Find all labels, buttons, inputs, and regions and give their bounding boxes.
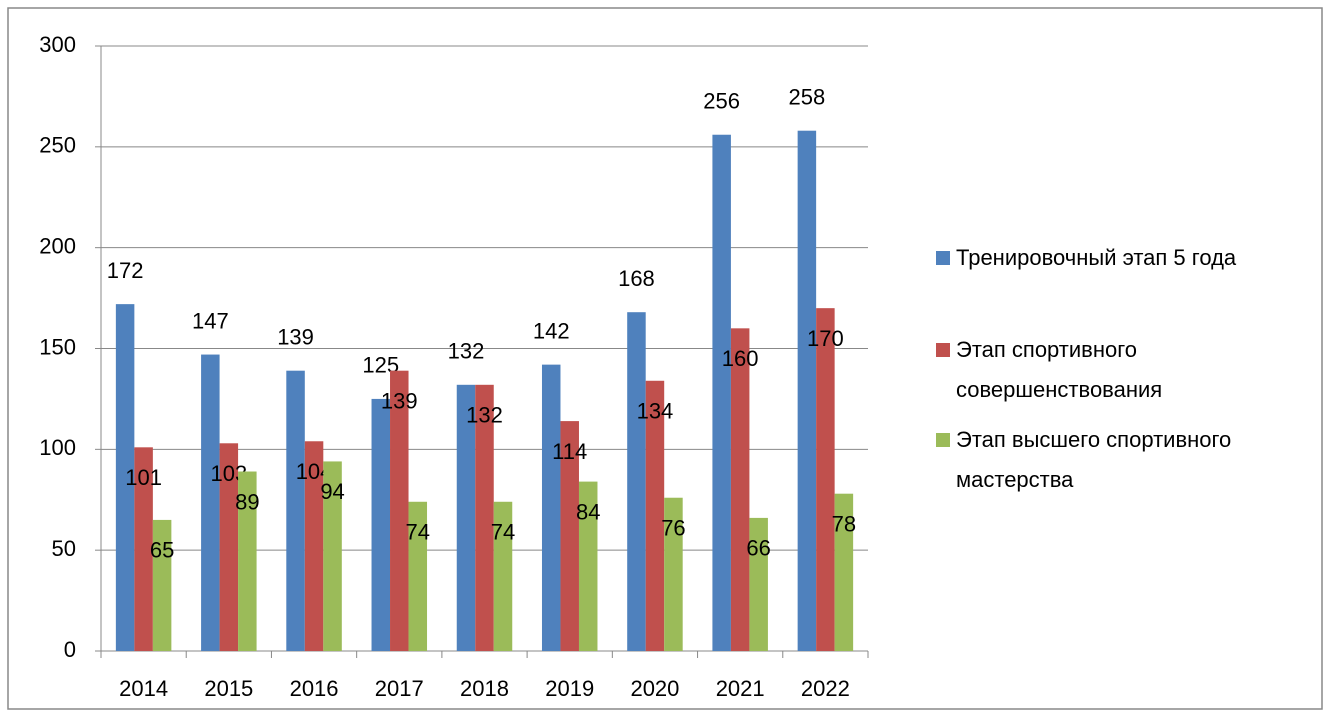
data-label: 74 xyxy=(491,520,515,545)
bar xyxy=(645,380,665,651)
y-tick-label: 0 xyxy=(64,637,76,662)
data-label: 74 xyxy=(406,520,430,545)
data-label: 258 xyxy=(789,85,826,110)
data-label: 89 xyxy=(235,489,259,514)
x-tick-label: 2014 xyxy=(119,676,168,701)
data-label: 142 xyxy=(533,318,570,343)
data-label: 114 xyxy=(552,439,587,464)
legend-item: Тренировочный этап 5 года xyxy=(936,238,1316,278)
bar xyxy=(627,312,646,651)
bar xyxy=(578,481,598,651)
x-tick-label: 2017 xyxy=(375,676,424,701)
bar xyxy=(304,441,324,651)
bar xyxy=(749,517,768,651)
bar xyxy=(475,384,494,651)
data-label: 94 xyxy=(320,479,344,504)
bar xyxy=(371,398,391,651)
bar xyxy=(134,447,153,651)
data-label: 139 xyxy=(381,388,418,413)
bar xyxy=(797,130,817,651)
y-tick-label: 100 xyxy=(39,435,76,460)
data-label: 160 xyxy=(722,346,759,371)
y-tick-label: 200 xyxy=(39,233,76,258)
bar xyxy=(541,364,561,651)
bar xyxy=(493,501,513,651)
legend-item: Этап высшего спортивного мастерства xyxy=(936,420,1316,500)
data-label: 101 xyxy=(125,465,162,490)
bar xyxy=(238,471,257,651)
bar xyxy=(201,354,220,651)
data-label: 78 xyxy=(832,512,856,537)
bar xyxy=(664,497,683,651)
bar xyxy=(390,370,409,651)
data-label: 76 xyxy=(661,516,685,541)
x-tick-label: 2019 xyxy=(545,676,594,701)
bar xyxy=(323,461,342,651)
chart-border xyxy=(7,7,1323,710)
x-tick-label: 2021 xyxy=(716,676,765,701)
data-label: 147 xyxy=(192,308,229,333)
data-label: 132 xyxy=(448,339,485,364)
data-label: 66 xyxy=(746,536,770,561)
data-label: 139 xyxy=(277,324,314,349)
data-label: 65 xyxy=(150,538,174,563)
legend-swatch xyxy=(936,433,950,447)
bar xyxy=(219,443,239,651)
x-tick-label: 2015 xyxy=(204,676,253,701)
data-label: 256 xyxy=(703,89,740,114)
legend-swatch xyxy=(936,251,950,265)
y-tick-label: 300 xyxy=(39,32,76,57)
data-label: 168 xyxy=(618,266,655,291)
y-tick-label: 150 xyxy=(39,334,76,359)
legend-label: Этап спортивного совершенствования xyxy=(956,337,1163,402)
bar xyxy=(834,493,854,651)
bar xyxy=(408,501,428,651)
x-tick-label: 2022 xyxy=(801,676,850,701)
bar xyxy=(115,304,135,651)
x-tick-label: 2018 xyxy=(460,676,509,701)
y-tick-label: 50 xyxy=(52,536,76,561)
bar xyxy=(560,421,579,651)
legend-item: Этап спортивного совершенствования xyxy=(936,330,1316,410)
data-label: 134 xyxy=(637,399,674,424)
data-label: 132 xyxy=(466,403,503,428)
data-label: 170 xyxy=(807,326,844,351)
bar xyxy=(286,370,305,651)
legend-swatch xyxy=(936,343,950,357)
y-tick-label: 250 xyxy=(39,133,76,158)
data-label: 172 xyxy=(107,258,144,283)
legend-label: Тренировочный этап 5 года xyxy=(956,245,1237,270)
bar xyxy=(712,134,731,651)
bar xyxy=(456,384,476,651)
legend-label: Этап высшего спортивного мастерства xyxy=(956,427,1232,492)
x-tick-label: 2020 xyxy=(630,676,679,701)
data-label: 84 xyxy=(576,499,600,524)
bar xyxy=(816,308,835,651)
bar xyxy=(730,328,750,651)
bar xyxy=(152,519,172,651)
x-tick-label: 2016 xyxy=(290,676,339,701)
